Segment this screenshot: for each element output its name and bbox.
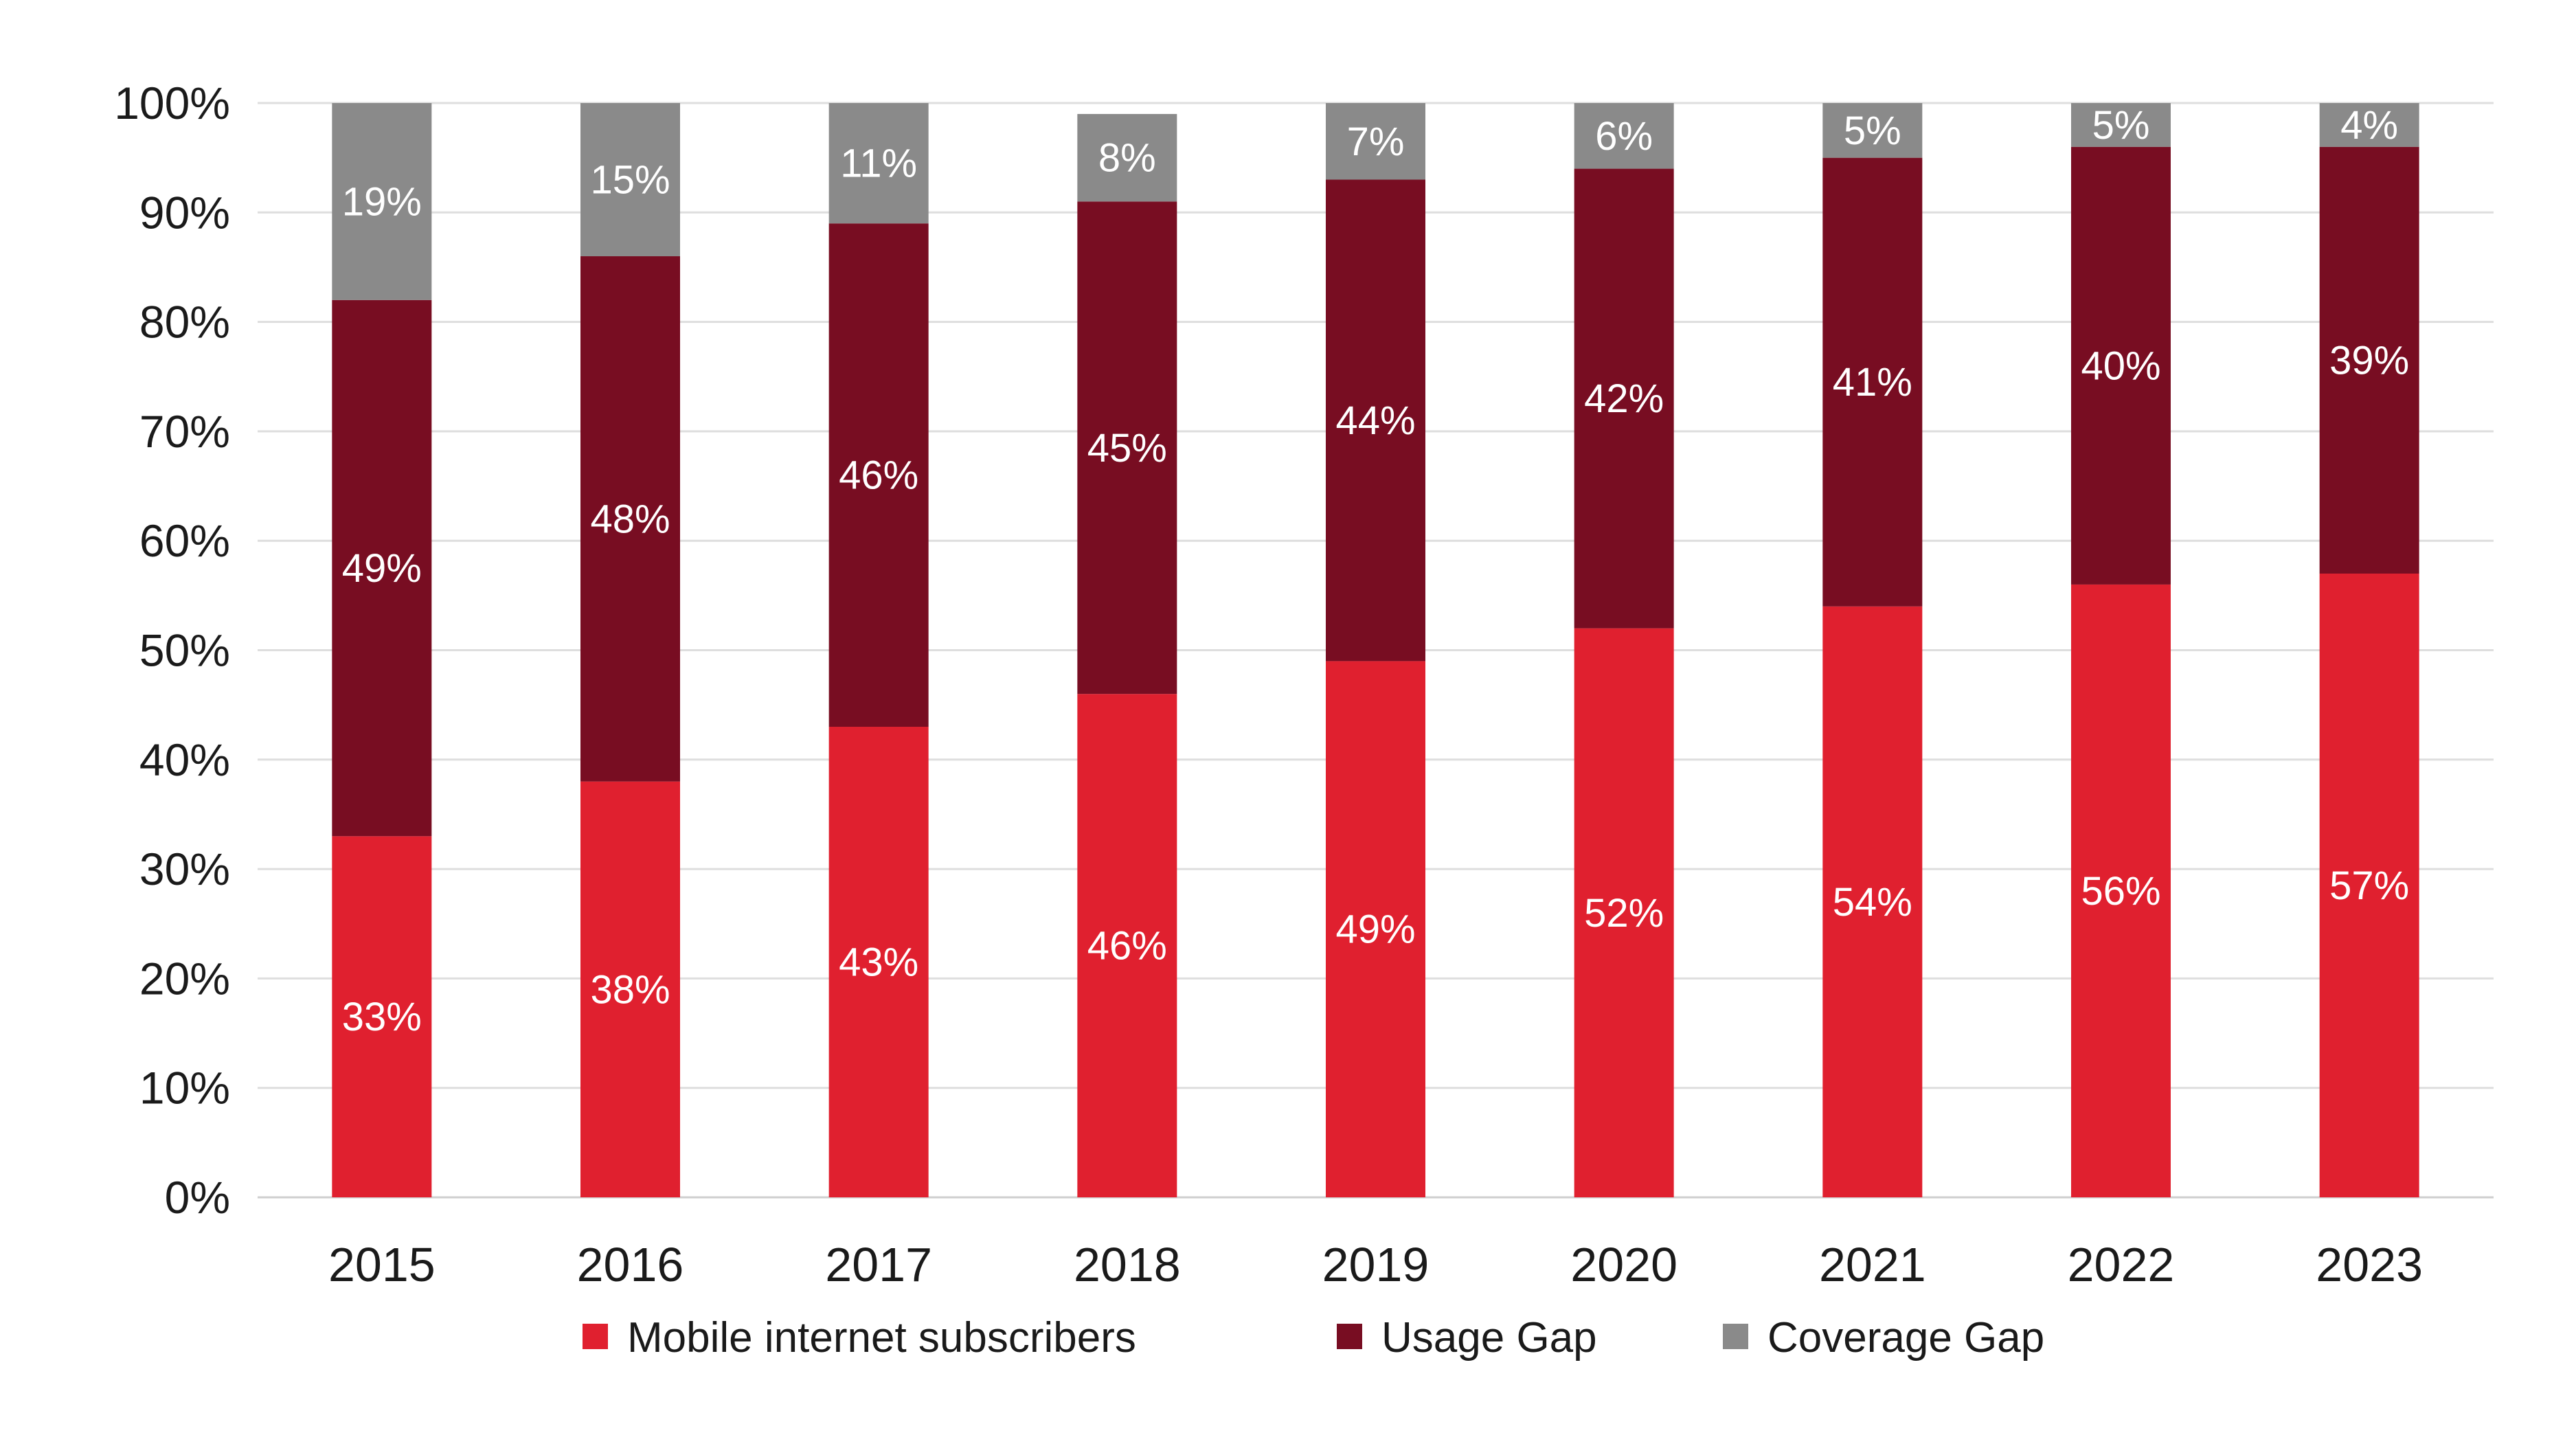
y-axis-ticks: 0% 10% 20% 30% 40% 50% 60% 70% 80% 90% 100% [114,78,230,1223]
bar-stack-2015: 33% 49% 19% [332,103,432,1197]
legend-swatch [583,1324,608,1349]
bar-segment-mobile-internet-subscribers [2319,573,2419,1197]
bar-segment-coverage-gap [332,103,432,300]
data-label: 38% [590,967,670,1012]
data-label: 7% [1347,120,1405,164]
bar-segment-usage-gap [828,223,929,727]
data-label: 54% [1833,880,1912,925]
legend-label: Mobile internet subscribers [627,1314,1136,1361]
bar-stack-2020: 52% 42% 6% [1574,103,1674,1197]
data-label: 6% [1595,114,1653,159]
bar-stack-2023: 57% 39% 4% [2319,103,2419,1197]
x-axis-ticks: 2015 2016 2017 2018 2019 2020 2021 2022 2023 [328,1238,2423,1291]
x-tick-label: 2022 [2068,1238,2175,1291]
data-label: 56% [2081,869,2160,914]
bar-stack-2018: 46% 45% 8% [1077,113,1177,1197]
bar-segment-mobile-internet-subscribers [1574,628,1674,1197]
bar-segment-usage-gap [1822,157,1923,607]
data-label: 45% [1087,426,1167,471]
bars: 33% 49% 19% 38% 48% 15% 43% 46% 11% 46% 45% 8% 49% 44… [332,103,2419,1197]
bar-stack-2016: 38% 48% 15% [580,103,680,1197]
x-tick-label: 2018 [1074,1238,1181,1291]
x-tick-label: 2020 [1570,1238,1677,1291]
data-label: 57% [2329,863,2409,908]
bar-stack-2022: 56% 40% 5% [2071,103,2171,1197]
data-label: 5% [1844,109,1901,153]
data-label: 48% [590,497,670,541]
data-label: 33% [342,995,422,1039]
bar-segment-coverage-gap [828,103,929,224]
bar-segment-mobile-internet-subscribers [1326,661,1425,1197]
y-tick-label: 10% [139,1063,230,1114]
data-label: 42% [1584,376,1664,421]
bar-segment-mobile-internet-subscribers [828,727,929,1197]
x-tick-label: 2023 [2316,1238,2423,1291]
bar-segment-coverage-gap [2071,103,2171,147]
legend-swatch [1337,1324,1362,1349]
legend-item: Usage Gap [1337,1314,1597,1361]
x-tick-label: 2019 [1322,1238,1430,1291]
data-label: 44% [1335,398,1415,443]
bar-segment-mobile-internet-subscribers [2071,584,2171,1197]
bar-segment-coverage-gap [2319,103,2419,147]
data-label: 4% [2340,103,2398,148]
data-label: 39% [2329,338,2409,383]
y-tick-label: 60% [139,515,230,566]
bar-segment-mobile-internet-subscribers [1822,606,1923,1197]
y-tick-label: 20% [139,953,230,1004]
legend-swatch [1723,1324,1748,1349]
y-tick-label: 70% [139,406,230,457]
bar-segment-usage-gap [580,256,680,782]
bar-stack-2021: 54% 41% 5% [1822,103,1923,1197]
bar-segment-usage-gap [2319,146,2419,574]
data-label: 40% [2081,343,2160,388]
bar-segment-usage-gap [332,300,432,837]
legend-item: Coverage Gap [1723,1314,2044,1361]
data-label: 41% [1833,360,1912,405]
y-tick-label: 40% [139,734,230,785]
data-label: 49% [342,546,422,591]
data-label: 46% [1087,924,1167,969]
bar-segment-coverage-gap [1822,103,1923,158]
bar-segment-usage-gap [2071,146,2171,585]
legend-label: Usage Gap [1381,1314,1597,1361]
bar-segment-mobile-internet-subscribers [580,781,680,1197]
legend-label: Coverage Gap [1767,1314,2044,1361]
bar-stack-2017: 43% 46% 11% [828,103,929,1197]
x-tick-label: 2021 [1819,1238,1926,1291]
data-label: 46% [839,453,918,498]
y-tick-label: 80% [139,297,230,348]
bar-segment-coverage-gap [1077,113,1177,202]
data-label: 11% [840,142,917,186]
legend-item: Mobile internet subscribers [583,1314,1136,1361]
x-tick-label: 2015 [328,1238,436,1291]
data-label: 49% [1335,907,1415,952]
bar-segment-mobile-internet-subscribers [332,836,432,1197]
y-tick-label: 100% [114,78,230,128]
bar-segment-coverage-gap [1574,103,1674,169]
y-tick-label: 0% [165,1172,230,1223]
bar-stack-2019: 49% 44% 7% [1326,103,1425,1197]
bar-segment-mobile-internet-subscribers [1077,694,1177,1197]
legend: Mobile internet subscribers Usage Gap Cove… [583,1314,2044,1361]
bar-segment-usage-gap [1326,179,1425,662]
data-label: 43% [839,940,918,985]
y-tick-label: 30% [139,844,230,894]
bar-segment-usage-gap [1077,201,1177,694]
data-label: 15% [590,158,670,203]
y-tick-label: 50% [139,625,230,676]
y-tick-label: 90% [139,187,230,238]
x-tick-label: 2016 [577,1238,684,1291]
bar-segment-coverage-gap [1326,103,1425,180]
data-label: 52% [1584,891,1664,936]
data-label: 5% [2092,103,2150,148]
x-tick-label: 2017 [825,1238,932,1291]
data-label: 19% [342,179,422,224]
bar-segment-coverage-gap [580,103,680,257]
data-label: 8% [1098,136,1156,181]
bar-segment-usage-gap [1574,168,1674,629]
